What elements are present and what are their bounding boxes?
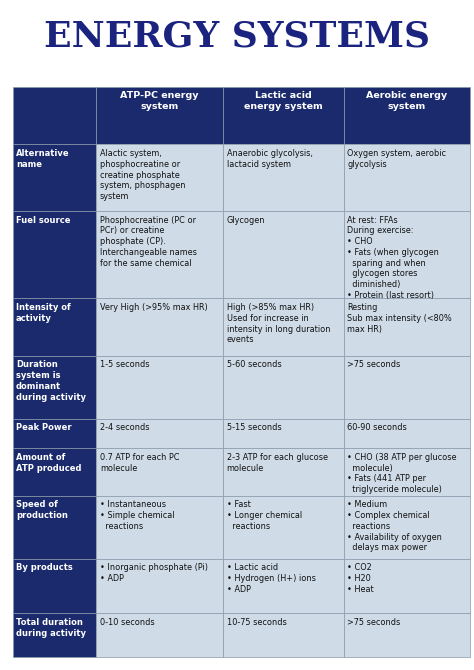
Bar xyxy=(344,496,470,559)
Bar xyxy=(223,298,344,356)
Bar xyxy=(13,448,96,496)
Bar xyxy=(13,356,96,419)
Bar xyxy=(96,496,223,559)
Text: • Lactic acid
• Hydrogen (H+) ions
• ADP: • Lactic acid • Hydrogen (H+) ions • ADP xyxy=(227,563,316,594)
Text: Total duration
during activity: Total duration during activity xyxy=(16,618,86,638)
Bar xyxy=(13,613,96,657)
Text: 0-10 seconds: 0-10 seconds xyxy=(100,618,155,627)
Bar xyxy=(96,356,223,419)
Text: • Medium
• Complex chemical
  reactions
• Availability of oxygen
  delays max po: • Medium • Complex chemical reactions • … xyxy=(347,500,442,552)
Text: • Instantaneous
• Simple chemical
  reactions: • Instantaneous • Simple chemical reacti… xyxy=(100,500,174,531)
Text: Fuel source: Fuel source xyxy=(16,216,71,224)
Bar xyxy=(344,419,470,448)
Text: 1-5 seconds: 1-5 seconds xyxy=(100,360,149,369)
Bar xyxy=(344,448,470,496)
Text: Phosphocreatine (PC or
PCr) or creatine
phosphate (CP).
Interchangeable names
fo: Phosphocreatine (PC or PCr) or creatine … xyxy=(100,216,197,267)
Text: Lactic acid
energy system: Lactic acid energy system xyxy=(244,91,323,111)
Bar xyxy=(13,298,96,356)
Text: Intensity of
activity: Intensity of activity xyxy=(16,303,71,323)
Text: • CO2
• H20
• Heat: • CO2 • H20 • Heat xyxy=(347,563,374,594)
Bar xyxy=(13,145,96,211)
Text: Oxygen system, aerobic
glycolysis: Oxygen system, aerobic glycolysis xyxy=(347,149,447,169)
Text: Very High (>95% max HR): Very High (>95% max HR) xyxy=(100,303,208,312)
Text: 5-15 seconds: 5-15 seconds xyxy=(227,423,281,432)
Bar xyxy=(223,87,344,145)
Text: Resting
Sub max intensity (<80%
max HR): Resting Sub max intensity (<80% max HR) xyxy=(347,303,452,334)
Text: ATP-PC energy
system: ATP-PC energy system xyxy=(120,91,199,111)
Bar xyxy=(223,448,344,496)
Bar xyxy=(223,613,344,657)
Bar xyxy=(344,87,470,145)
Text: High (>85% max HR)
Used for increase in
intensity in long duration
events: High (>85% max HR) Used for increase in … xyxy=(227,303,330,344)
Bar xyxy=(223,559,344,613)
Bar xyxy=(344,613,470,657)
Text: Aerobic energy
system: Aerobic energy system xyxy=(366,91,447,111)
Bar xyxy=(344,145,470,211)
Bar xyxy=(223,496,344,559)
Text: 2-4 seconds: 2-4 seconds xyxy=(100,423,149,432)
Bar xyxy=(344,298,470,356)
Bar xyxy=(13,211,96,298)
Bar xyxy=(223,145,344,211)
Bar xyxy=(96,613,223,657)
Text: 10-75 seconds: 10-75 seconds xyxy=(227,618,286,627)
Text: >75 seconds: >75 seconds xyxy=(347,360,401,369)
Text: By products: By products xyxy=(16,563,73,572)
Text: 60-90 seconds: 60-90 seconds xyxy=(347,423,407,432)
Bar xyxy=(96,448,223,496)
Text: • CHO (38 ATP per glucose
  molecule)
• Fats (441 ATP per
  triglyceride molecul: • CHO (38 ATP per glucose molecule) • Fa… xyxy=(347,453,457,494)
Text: Alternative
name: Alternative name xyxy=(16,149,70,169)
Text: Amount of
ATP produced: Amount of ATP produced xyxy=(16,453,82,472)
Bar xyxy=(223,356,344,419)
Text: Glycogen: Glycogen xyxy=(227,216,265,224)
Bar xyxy=(344,356,470,419)
Bar xyxy=(13,559,96,613)
Bar xyxy=(344,211,470,298)
Text: 0.7 ATP for each PC
molecule: 0.7 ATP for each PC molecule xyxy=(100,453,180,472)
Text: 2-3 ATP for each glucose
molecule: 2-3 ATP for each glucose molecule xyxy=(227,453,328,472)
Bar xyxy=(344,559,470,613)
Text: Speed of
production: Speed of production xyxy=(16,500,68,520)
Text: Peak Power: Peak Power xyxy=(16,423,72,432)
Text: • Inorganic phosphate (Pi)
• ADP: • Inorganic phosphate (Pi) • ADP xyxy=(100,563,208,583)
Text: Alactic system,
phosphocreatine or
creatine phosphate
system, phosphagen
system: Alactic system, phosphocreatine or creat… xyxy=(100,149,185,201)
Text: Duration
system is
dominant
during activity: Duration system is dominant during activ… xyxy=(16,360,86,402)
Bar xyxy=(96,419,223,448)
Text: 5-60 seconds: 5-60 seconds xyxy=(227,360,281,369)
Bar xyxy=(96,211,223,298)
Text: >75 seconds: >75 seconds xyxy=(347,618,401,627)
Bar xyxy=(223,211,344,298)
Bar xyxy=(96,559,223,613)
Bar xyxy=(96,145,223,211)
Text: ENERGY SYSTEMS: ENERGY SYSTEMS xyxy=(44,20,430,54)
Bar xyxy=(13,87,96,145)
Bar xyxy=(96,298,223,356)
Bar xyxy=(13,419,96,448)
Text: Anaerobic glycolysis,
lactacid system: Anaerobic glycolysis, lactacid system xyxy=(227,149,312,169)
Bar xyxy=(223,419,344,448)
Text: At rest: FFAs
During exercise:
• CHO
• Fats (when glycogen
  sparing and when
  : At rest: FFAs During exercise: • CHO • F… xyxy=(347,216,439,300)
Text: • Fast
• Longer chemical
  reactions: • Fast • Longer chemical reactions xyxy=(227,500,301,531)
Bar xyxy=(96,87,223,145)
Bar xyxy=(13,496,96,559)
